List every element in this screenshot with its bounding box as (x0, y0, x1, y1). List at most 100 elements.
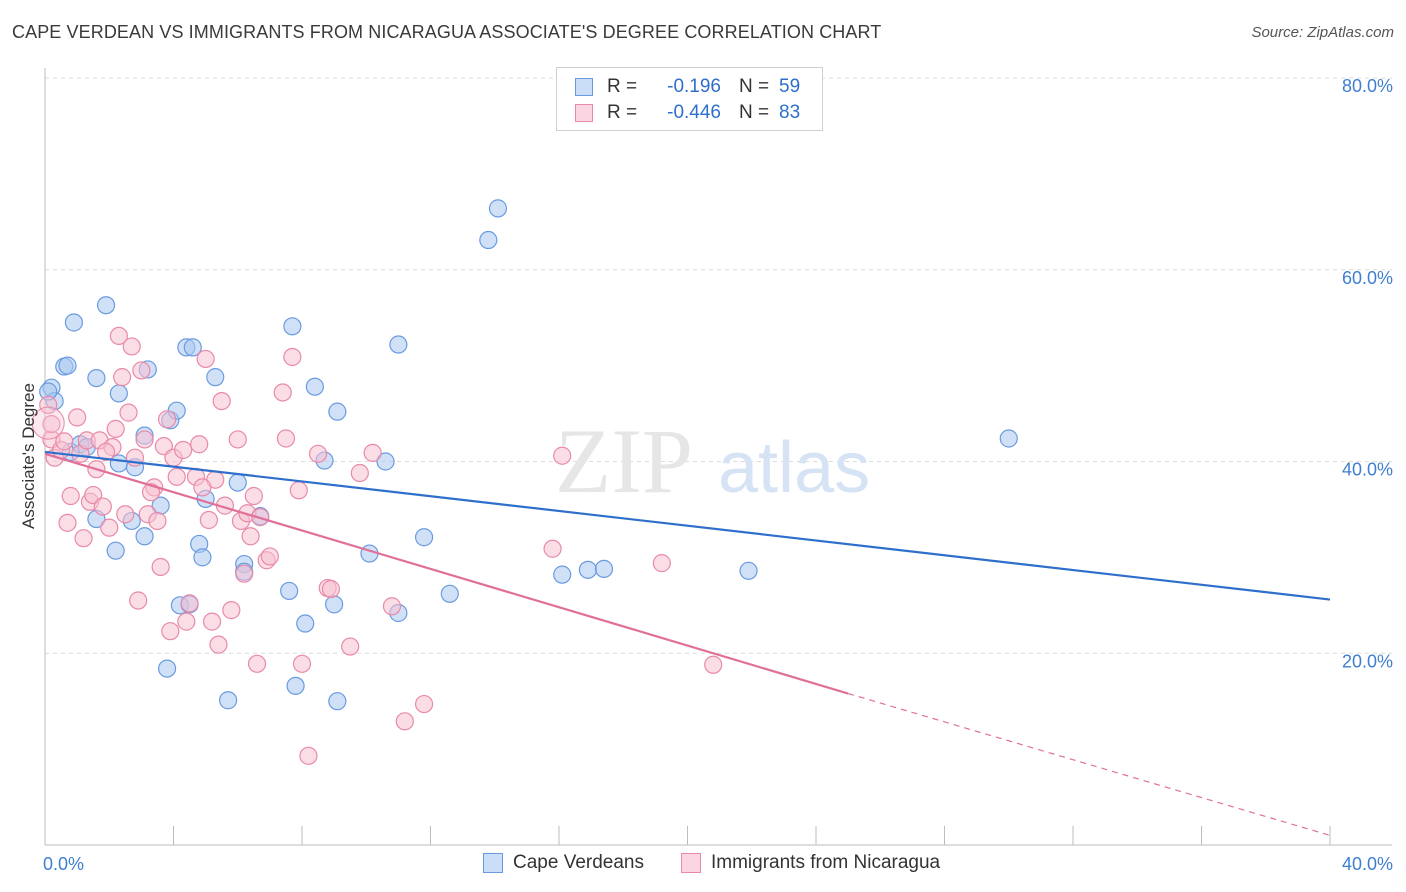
point-nicaragua (180, 594, 199, 613)
point-nicaragua (276, 429, 296, 448)
legend-label: Cape Verdeans (513, 852, 644, 873)
point-cape-verdean (389, 335, 408, 354)
point-nicaragua (212, 391, 231, 411)
legend-row-nicaragua: R = -0.446 N = 83 (575, 100, 800, 126)
r-label: R = (607, 76, 638, 97)
legend-item-nicaragua[interactable]: Immigrants from Nicaragua (681, 852, 940, 874)
point-nicaragua (289, 481, 308, 500)
trend-line-nicaragua (44, 452, 849, 695)
point-nicaragua (167, 467, 186, 486)
point-cape-verdean (553, 565, 572, 584)
point-nicaragua (193, 478, 212, 497)
point-nicaragua (74, 529, 93, 548)
r-label: R = (607, 102, 638, 123)
point-nicaragua (321, 579, 341, 599)
point-cape-verdean (305, 377, 324, 396)
legend-swatch-pink (575, 104, 593, 122)
y-tick-label: 20.0% (1342, 651, 1393, 671)
point-cape-verdean (219, 691, 238, 710)
watermark-atlas: atlas (718, 428, 870, 508)
point-nicaragua (299, 746, 318, 765)
point-nicaragua (177, 612, 196, 631)
point-cape-verdean (96, 296, 116, 315)
point-nicaragua (42, 415, 61, 434)
point-cape-verdean (488, 199, 508, 218)
n-value: 59 (779, 76, 801, 97)
point-nicaragua (414, 694, 434, 714)
n-value: 83 (779, 102, 801, 123)
r-value: -0.446 (667, 102, 721, 123)
chart-title: CAPE VERDEAN VS IMMIGRANTS FROM NICARAGU… (12, 22, 882, 42)
point-cape-verdean (58, 356, 77, 375)
point-cape-verdean (594, 559, 614, 578)
y-axis-label: Associate's Degree (19, 383, 38, 529)
point-nicaragua (308, 444, 328, 463)
point-cape-verdean (193, 548, 212, 567)
point-nicaragua (260, 547, 279, 566)
series-legend: Cape Verdeans Immigrants from Nicaragua (0, 852, 1406, 878)
point-nicaragua (39, 395, 58, 415)
point-nicaragua (109, 326, 128, 346)
point-cape-verdean (64, 313, 84, 332)
point-cape-verdean (328, 402, 347, 421)
point-nicaragua (283, 347, 302, 367)
point-nicaragua (704, 655, 723, 674)
source-credit: Source: ZipAtlas.com (1251, 24, 1394, 41)
point-nicaragua (68, 408, 87, 427)
point-cape-verdean (286, 676, 305, 695)
point-cape-verdean (109, 384, 128, 403)
stats-legend: R = -0.196 N = 59 R = -0.446 N = 83 (556, 67, 823, 131)
point-cape-verdean (280, 581, 299, 601)
x-tick-label: 40.0% (1342, 854, 1393, 874)
legend-swatch-pink (681, 853, 701, 873)
y-tick-label: 40.0% (1342, 460, 1393, 480)
point-cape-verdean (325, 595, 344, 614)
legend-item-cape-verdeans[interactable]: Cape Verdeans (483, 852, 644, 874)
point-nicaragua (190, 435, 209, 454)
legend-swatch-blue (483, 853, 503, 873)
legend-row-cape-verdeans: R = -0.196 N = 59 (575, 74, 800, 100)
point-nicaragua (363, 443, 382, 462)
point-nicaragua (31, 406, 65, 440)
point-nicaragua (122, 337, 141, 356)
point-nicaragua (292, 654, 312, 673)
point-nicaragua (222, 601, 241, 620)
x-tick-label: 0.0% (43, 854, 84, 874)
point-nicaragua (96, 442, 116, 462)
point-nicaragua (116, 505, 135, 524)
point-nicaragua (652, 554, 671, 573)
point-nicaragua (157, 410, 177, 429)
trend-line-nicaragua-extrapolated (847, 692, 1331, 836)
point-nicaragua (55, 432, 74, 451)
axes (44, 68, 1392, 846)
n-label: N = (739, 102, 770, 123)
point-nicaragua (93, 497, 112, 516)
point-cape-verdean (999, 429, 1018, 448)
point-nicaragua (119, 403, 138, 422)
point-nicaragua (247, 654, 267, 673)
point-cape-verdean (479, 230, 498, 250)
trend-line-cape-verdeans (44, 450, 1331, 601)
point-nicaragua (100, 518, 119, 537)
point-nicaragua (341, 637, 360, 656)
point-nicaragua (112, 368, 132, 387)
point-cape-verdean (414, 528, 434, 547)
point-nicaragua (58, 513, 77, 532)
trend-lines (44, 450, 1331, 836)
point-cape-verdean (106, 541, 125, 560)
axis-ticks: 20.0% 40.0% 60.0% 80.0% 0.0% 40.0% (43, 76, 1393, 874)
point-cape-verdean (206, 368, 225, 387)
point-nicaragua (135, 430, 154, 449)
point-cape-verdean (739, 561, 758, 580)
point-nicaragua (273, 383, 292, 402)
point-cape-verdean (440, 584, 459, 603)
legend-swatch-blue (575, 78, 593, 96)
y-tick-label: 60.0% (1342, 268, 1393, 288)
point-nicaragua (235, 564, 254, 583)
r-value: -0.196 (667, 76, 721, 97)
point-cape-verdean (135, 527, 154, 546)
point-nicaragua (553, 446, 572, 465)
point-cape-verdean (296, 614, 315, 633)
point-nicaragua (129, 591, 148, 610)
